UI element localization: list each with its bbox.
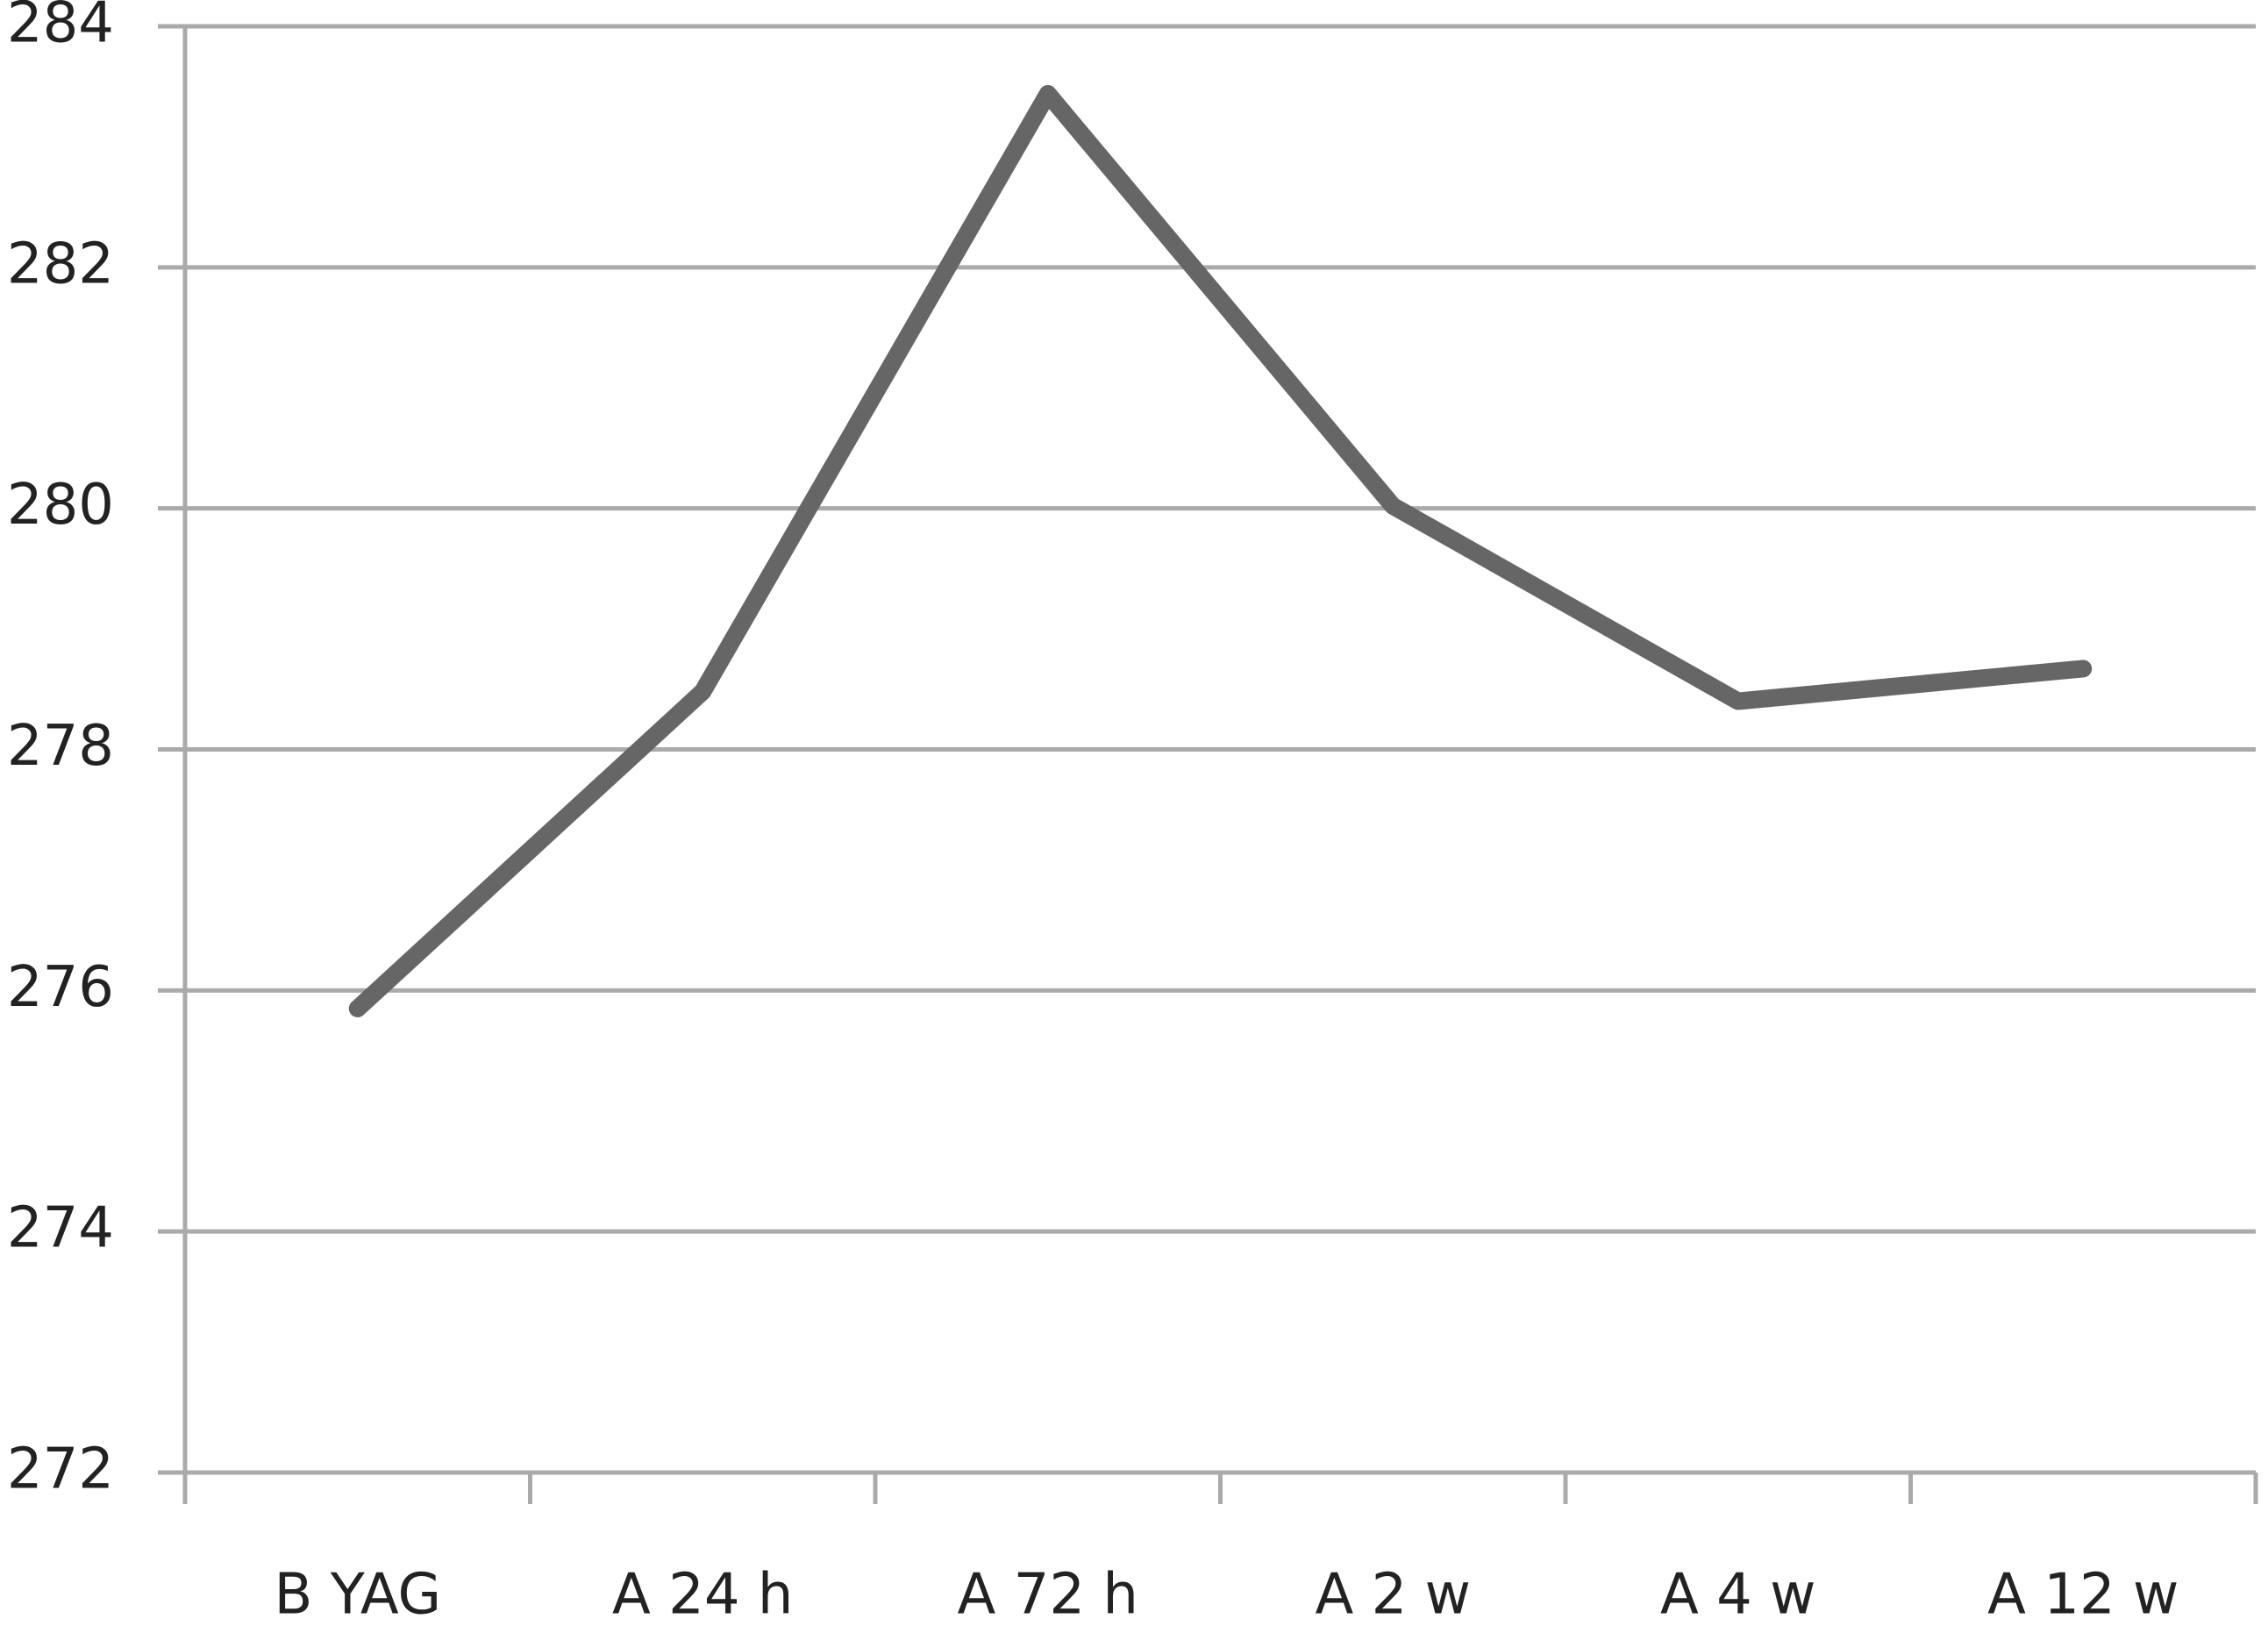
y-tick-label: 276 (7, 955, 114, 1020)
y-tick-label: 284 (7, 0, 114, 56)
y-tick-label: 274 (7, 1196, 114, 1261)
x-tick-label: A 2 w (1315, 1563, 1471, 1626)
x-tick-label: A 12 w (1987, 1563, 2179, 1626)
y-tick-label: 272 (7, 1437, 114, 1502)
data-line (348, 84, 2093, 1017)
x-tick-label: A 24 h (612, 1563, 793, 1626)
y-tick-label: 280 (7, 473, 114, 538)
x-tick-label: B YAG (274, 1563, 441, 1626)
y-tick-label: 278 (7, 714, 114, 779)
x-tick-label: A 4 w (1660, 1563, 1816, 1626)
x-tick-label: A 72 h (958, 1563, 1138, 1626)
y-tick-label: 282 (7, 232, 114, 296)
